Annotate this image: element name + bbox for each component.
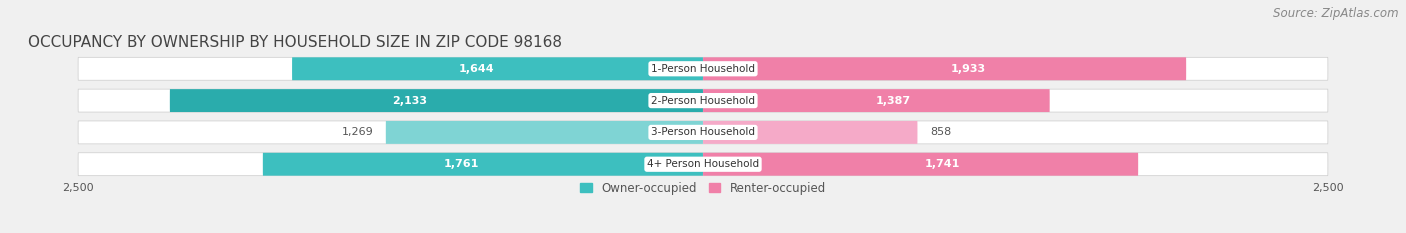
Text: 1,387: 1,387 — [876, 96, 911, 106]
Text: 1,644: 1,644 — [460, 64, 495, 74]
FancyBboxPatch shape — [703, 57, 1187, 80]
FancyBboxPatch shape — [170, 89, 703, 112]
FancyBboxPatch shape — [703, 89, 1050, 112]
FancyBboxPatch shape — [385, 121, 703, 144]
Text: 1,933: 1,933 — [952, 64, 986, 74]
FancyBboxPatch shape — [79, 153, 1327, 176]
FancyBboxPatch shape — [79, 121, 1327, 144]
Text: 1,269: 1,269 — [342, 127, 374, 137]
Text: 2-Person Household: 2-Person Household — [651, 96, 755, 106]
Text: 2,500: 2,500 — [62, 183, 94, 193]
Text: 1,761: 1,761 — [443, 159, 478, 169]
Text: 1-Person Household: 1-Person Household — [651, 64, 755, 74]
FancyBboxPatch shape — [79, 57, 1327, 80]
Text: 858: 858 — [929, 127, 952, 137]
Legend: Owner-occupied, Renter-occupied: Owner-occupied, Renter-occupied — [575, 177, 831, 199]
Text: Source: ZipAtlas.com: Source: ZipAtlas.com — [1274, 7, 1399, 20]
FancyBboxPatch shape — [292, 57, 703, 80]
FancyBboxPatch shape — [703, 121, 918, 144]
Text: 2,133: 2,133 — [392, 96, 427, 106]
FancyBboxPatch shape — [263, 153, 703, 176]
FancyBboxPatch shape — [703, 153, 1139, 176]
Text: 4+ Person Household: 4+ Person Household — [647, 159, 759, 169]
Text: 2,500: 2,500 — [1312, 183, 1344, 193]
Text: OCCUPANCY BY OWNERSHIP BY HOUSEHOLD SIZE IN ZIP CODE 98168: OCCUPANCY BY OWNERSHIP BY HOUSEHOLD SIZE… — [28, 35, 562, 50]
Text: 3-Person Household: 3-Person Household — [651, 127, 755, 137]
Text: 1,741: 1,741 — [925, 159, 960, 169]
FancyBboxPatch shape — [79, 89, 1327, 112]
